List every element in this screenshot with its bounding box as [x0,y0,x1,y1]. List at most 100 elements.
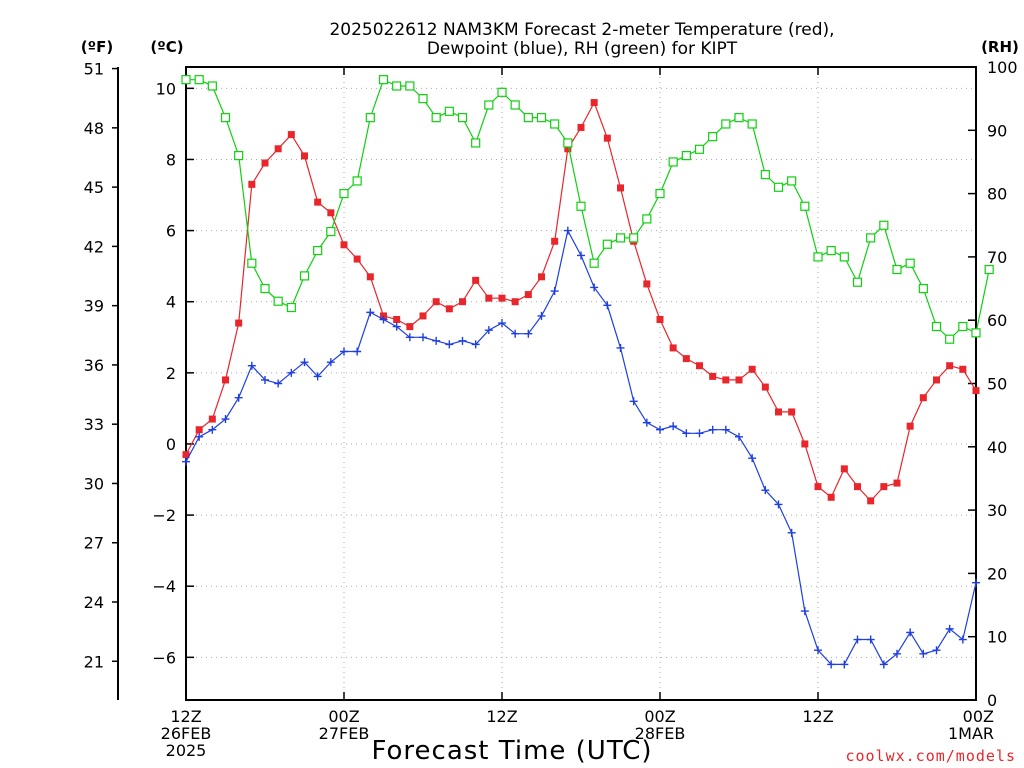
temperature-point [406,323,414,331]
tick-labels: 2124273033363942454851−6−4−2024681001020… [84,58,1018,760]
rh-tick-label: 10 [987,628,1007,647]
rh-point [642,214,652,224]
rh-tick-label: 20 [987,564,1007,583]
temperature-point [775,408,782,416]
rh-point [392,81,402,91]
x-tick-label: 00Z 28FEB [635,707,686,743]
dewpoint-point [642,418,651,427]
dewpoint-point [748,454,757,463]
gridlines [186,67,976,700]
temperature-point [524,291,532,299]
rh-point [260,283,270,294]
rh-tick-label: 50 [987,375,1007,394]
fahrenheit-tick-label: 36 [84,356,104,375]
temperature-point [432,298,440,306]
rh-point [945,334,955,344]
rh-point [747,119,757,129]
rh-point [444,106,454,116]
celsius-tick-label: −6 [152,648,176,667]
temperature-point [906,422,914,430]
rh-point [181,75,191,85]
dewpoint-point [735,432,743,441]
temperature-point [314,198,322,206]
rh-tick-label: 60 [987,311,1007,330]
temperature-point [577,123,585,131]
temperature-point [603,134,611,142]
fahrenheit-tick-label: 21 [84,652,104,671]
x-tick-label: 12Z [802,707,833,726]
celsius-tick-label: 4 [166,293,176,312]
dewpoint-point [787,528,796,537]
dewpoint-point [708,425,717,434]
dewpoint-point [669,422,678,431]
x-tick-label: 00Z 27FEB [319,707,370,743]
rh-point [615,233,626,243]
fahrenheit-tick-label: 51 [84,60,104,79]
x-tick-label: 00Z 1MAR [948,707,994,743]
rh-point [405,81,415,91]
dewpoint-point [326,358,335,367]
dewpoint-point [392,322,401,331]
temperature-point [748,365,756,373]
dewpoint-point [511,329,520,338]
temperature-point [551,237,559,245]
temperature-point [972,387,980,395]
temperature-point [867,497,875,505]
rh-point [734,113,744,123]
fahrenheit-tick-label: 30 [84,474,104,493]
temperature-point [946,362,954,370]
temperature-point [617,184,624,192]
dewpoint-point [432,336,441,345]
rh-point [207,81,217,91]
rh-point [497,87,507,97]
rh-point [681,151,691,161]
temperature-point [393,315,401,323]
temperature-point [801,440,809,448]
dewpoint-point [537,311,546,320]
rh-point [668,157,678,167]
dewpoint-point [682,429,691,438]
temperature-point [419,312,427,320]
rh-tick-label: 0 [987,691,997,710]
rh-point [563,138,573,148]
rh-tick-label: 40 [987,438,1007,457]
fahrenheit-tick-label: 27 [84,534,104,553]
rh-point [931,321,942,332]
dewpoint-point [550,287,559,296]
fahrenheit-tick-label: 39 [84,297,104,316]
temperature-point [682,355,690,363]
dewpoint-line [185,228,977,666]
dewpoint-point [379,315,388,324]
rh-point [431,113,441,123]
rh-point [510,100,520,110]
dewpoint-point [195,432,204,441]
temperature-point [353,255,361,263]
dewpoint-point [761,486,770,495]
dewpoint-point [840,660,849,669]
rh-point [352,176,362,186]
temperature-point [933,376,940,384]
dewpoint-point [656,425,664,434]
temperature-point [222,376,229,384]
rh-point [378,75,389,85]
rh-unit-label: (RH) [981,38,1019,56]
temperature-point [814,483,822,491]
dewpoint-point [893,649,901,658]
temperature-point [511,298,519,306]
dewpoint-point [629,397,638,406]
temperature-point [287,131,295,139]
rh-point [918,283,928,294]
rh-tick-label: 30 [987,501,1007,520]
temperature-point [788,408,796,416]
dewpoint-point [471,340,480,349]
temperature-point [669,344,677,352]
celsius-tick-label: −2 [152,506,176,525]
rh-point [852,277,863,287]
temperature-point [722,376,730,384]
rh-point [629,233,639,243]
rh-point [418,94,428,104]
plot-frame [185,66,977,701]
x-tick-label: 12Z [486,707,517,726]
temperature-point [959,365,967,373]
